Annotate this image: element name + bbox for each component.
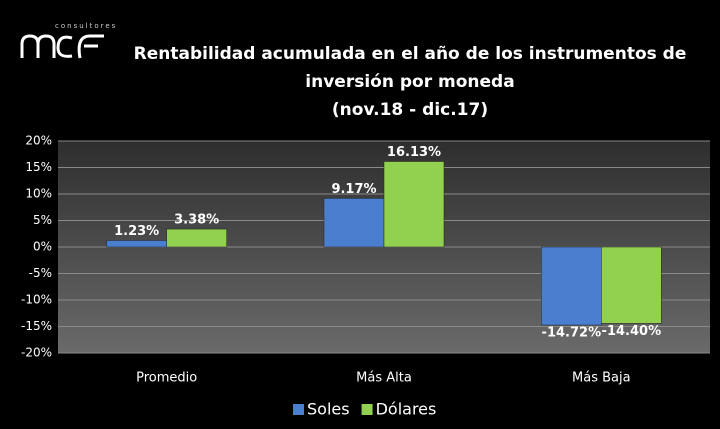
y-tick-label: 0%	[33, 240, 52, 254]
data-label: -14.40%	[602, 324, 662, 339]
x-tick-label: Más Baja	[572, 371, 631, 386]
logo: consultores	[20, 22, 117, 59]
data-label: 16.13%	[387, 145, 441, 160]
x-tick-label: Más Alta	[356, 371, 412, 386]
bar	[166, 228, 227, 248]
bar	[383, 161, 445, 248]
legend-label: Soles	[307, 400, 350, 419]
y-tick-label: -5%	[29, 266, 52, 280]
legend-swatch	[293, 404, 304, 415]
x-tick-label: Promedio	[136, 371, 197, 386]
legend-label: Dólares	[376, 400, 437, 419]
y-tick-label: 10%	[25, 187, 52, 201]
y-tick-label: 15%	[25, 160, 52, 174]
chart-title-block: Rentabilidad acumulada en el año de los …	[120, 40, 700, 124]
data-label: 9.17%	[331, 182, 376, 197]
bar	[601, 246, 662, 324]
y-tick-label: -10%	[21, 293, 52, 307]
chart-subtitle: (nov.18 - dic.17)	[331, 100, 489, 120]
y-tick-label: -15%	[21, 319, 52, 333]
logo-tagline: consultores	[55, 22, 117, 30]
data-label: 3.38%	[174, 213, 219, 228]
bar	[323, 198, 385, 248]
bar	[106, 240, 167, 248]
y-tick-label: 20%	[25, 134, 52, 148]
data-label: -14.72%	[542, 326, 602, 341]
y-tick-label: -20%	[21, 346, 52, 360]
y-tick-label: 5%	[33, 213, 52, 227]
data-label: 1.23%	[114, 224, 159, 239]
bar	[541, 246, 602, 326]
legend-swatch	[361, 404, 373, 415]
chart-title: Rentabilidad acumulada en el año de los …	[133, 44, 687, 92]
